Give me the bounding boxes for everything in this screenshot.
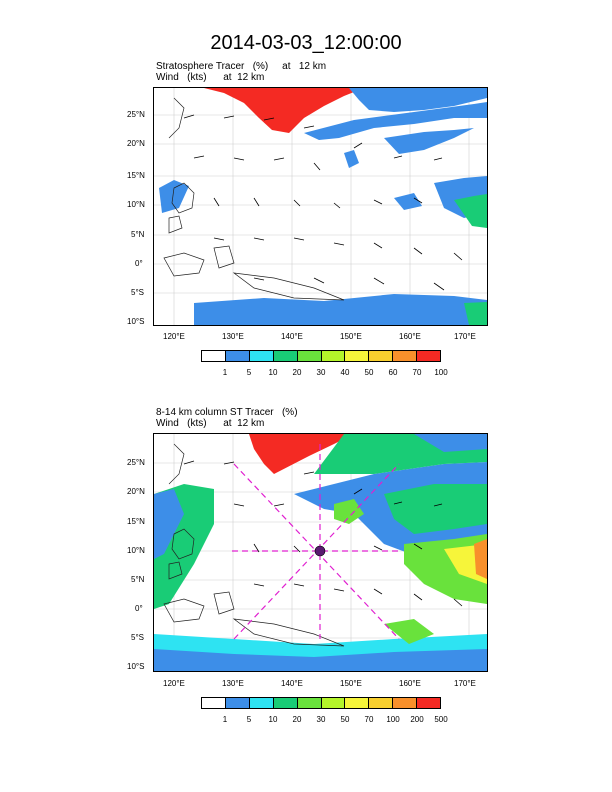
colorbar-swatch bbox=[369, 698, 394, 708]
lat-label: 20°N bbox=[127, 487, 145, 496]
colorbar-swatch bbox=[273, 698, 298, 708]
colorbar-swatch bbox=[321, 351, 346, 361]
colorbar-swatch bbox=[273, 351, 298, 361]
colorbar-label: 1 bbox=[222, 715, 228, 724]
lat-label: 10°N bbox=[127, 546, 145, 555]
lon-label: 130°E bbox=[222, 679, 244, 688]
lat-label: 25°N bbox=[127, 110, 145, 119]
colorbar-swatch bbox=[202, 351, 226, 361]
lon-label: 170°E bbox=[454, 679, 476, 688]
lat-label: 0° bbox=[135, 604, 143, 613]
lon-label: 120°E bbox=[163, 332, 185, 341]
lon-label: 170°E bbox=[454, 332, 476, 341]
panel2-wind-subtitle: Wind (kts) at 12 km bbox=[156, 418, 265, 429]
panel1-map bbox=[153, 87, 488, 326]
colorbar-label: 5 bbox=[246, 715, 252, 724]
colorbar-label: 100 bbox=[386, 715, 400, 724]
lat-label: 5°S bbox=[131, 288, 144, 297]
colorbar-label: 60 bbox=[388, 368, 398, 377]
colorbar-swatch bbox=[249, 351, 274, 361]
colorbar-label: 70 bbox=[364, 715, 374, 724]
panel2-map bbox=[153, 433, 488, 672]
colorbar-label: 70 bbox=[412, 368, 422, 377]
lat-label: 10°N bbox=[127, 200, 145, 209]
lat-label: 15°N bbox=[127, 171, 145, 180]
panel2-colorbar bbox=[201, 697, 441, 709]
panel1-wind-subtitle: Wind (kts) at 12 km bbox=[156, 72, 265, 83]
panel1-colorbar bbox=[201, 350, 441, 362]
colorbar-swatch bbox=[369, 351, 394, 361]
panel1-wind-barbs bbox=[183, 114, 463, 291]
panel2-subtitle: 8-14 km column ST Tracer (%) bbox=[156, 407, 298, 418]
colorbar-label: 20 bbox=[292, 368, 302, 377]
lat-label: 10°S bbox=[127, 662, 145, 671]
panel2-tracer-shading bbox=[154, 434, 487, 671]
colorbar-swatch bbox=[202, 698, 226, 708]
panel1-subtitle: Stratosphere Tracer (%) at 12 km bbox=[156, 61, 327, 72]
lat-label: 5°N bbox=[131, 575, 145, 584]
lat-label: 5°N bbox=[131, 230, 145, 239]
colorbar-label: 5 bbox=[246, 368, 252, 377]
colorbar-label: 20 bbox=[292, 715, 302, 724]
lat-label: 0° bbox=[135, 259, 143, 268]
colorbar-label: 10 bbox=[268, 368, 278, 377]
colorbar-label: 30 bbox=[316, 368, 326, 377]
colorbar-swatch bbox=[345, 698, 370, 708]
colorbar-label: 200 bbox=[410, 715, 424, 724]
colorbar-swatch bbox=[249, 698, 274, 708]
colorbar-swatch bbox=[417, 351, 441, 361]
lat-label: 25°N bbox=[127, 458, 145, 467]
colorbar-label: 50 bbox=[340, 715, 350, 724]
colorbar-swatch bbox=[393, 351, 418, 361]
lon-label: 150°E bbox=[340, 679, 362, 688]
colorbar-label: 40 bbox=[340, 368, 350, 377]
colorbar-swatch bbox=[321, 698, 346, 708]
lat-label: 5°S bbox=[131, 633, 144, 642]
lat-label: 10°S bbox=[127, 317, 145, 326]
panel2-center-marker bbox=[314, 545, 326, 557]
colorbar-label: 30 bbox=[316, 715, 326, 724]
lon-label: 130°E bbox=[222, 332, 244, 341]
lon-label: 140°E bbox=[281, 679, 303, 688]
lon-label: 160°E bbox=[399, 679, 421, 688]
panel1-tracer-shading bbox=[159, 88, 487, 325]
colorbar-swatch bbox=[393, 698, 418, 708]
panel1-gridlines bbox=[154, 88, 487, 325]
colorbar-label: 10 bbox=[268, 715, 278, 724]
colorbar-swatch bbox=[297, 698, 322, 708]
lat-label: 15°N bbox=[127, 517, 145, 526]
colorbar-swatch bbox=[417, 698, 441, 708]
lon-label: 120°E bbox=[163, 679, 185, 688]
colorbar-label: 100 bbox=[434, 368, 448, 377]
colorbar-label: 50 bbox=[364, 368, 374, 377]
panel2-wind-barbs bbox=[183, 460, 463, 607]
lon-label: 150°E bbox=[340, 332, 362, 341]
panel2-coastlines bbox=[163, 443, 345, 647]
lon-label: 140°E bbox=[281, 332, 303, 341]
colorbar-swatch bbox=[345, 351, 370, 361]
lon-label: 160°E bbox=[399, 332, 421, 341]
main-title: 2014-03-03_12:00:00 bbox=[210, 32, 402, 54]
colorbar-label: 1 bbox=[222, 368, 228, 377]
colorbar-swatch bbox=[225, 351, 250, 361]
lat-label: 20°N bbox=[127, 139, 145, 148]
colorbar-label: 500 bbox=[434, 715, 448, 724]
colorbar-swatch bbox=[297, 351, 322, 361]
panel1-coastlines bbox=[163, 97, 345, 301]
colorbar-swatch bbox=[225, 698, 250, 708]
